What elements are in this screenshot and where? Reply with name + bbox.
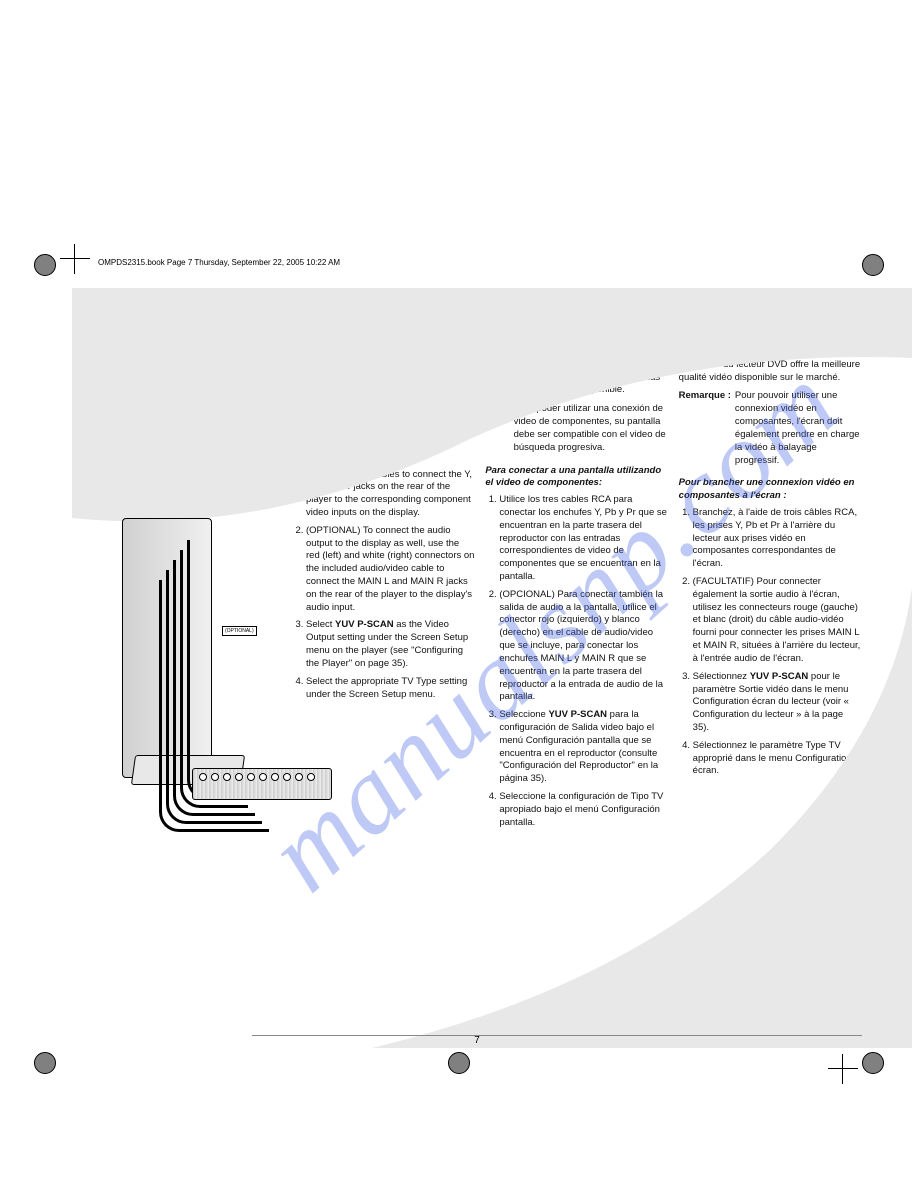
crop-mark-icon	[862, 254, 884, 276]
doc-header-meta: OMPDS2315.book Page 7 Thursday, Septembe…	[98, 258, 340, 267]
subhead-es: Para conectar a una pantalla utilizando …	[485, 465, 668, 491]
note-es: Nota: Para poder utilizar una conexión d…	[485, 403, 668, 454]
col-title-en: Connecting to a Display Using Component …	[292, 311, 475, 342]
step-fr-2: (FACULTATIF) Pour connecter également la…	[693, 576, 862, 666]
crop-cross-icon	[60, 244, 90, 274]
step-es-2: (OPCIONAL) Para conectar también la sali…	[499, 589, 668, 704]
breadcrumb: Connecting to Other Devices • Conexión a…	[72, 288, 882, 303]
page-divider	[252, 1035, 862, 1036]
note-body-es: Para poder utilizar una conexión de vide…	[514, 403, 669, 454]
note-label-es: Nota:	[485, 403, 509, 454]
note-fr: Remarque : Pour pouvoir utiliser une con…	[679, 390, 862, 467]
col-title-fr: Connexion à un écran avec vidéo en compo…	[679, 311, 862, 342]
note-body-fr: Pour pouvoir utiliser une connexion vidé…	[735, 390, 862, 467]
page-content: Connecting to Other Devices • Conexión a…	[72, 288, 882, 1058]
step-fr-1: Branchez, à l'aide de trois câbles RCA, …	[693, 507, 862, 571]
dvd-player-icon	[192, 768, 332, 800]
page-number: 7	[474, 1035, 480, 1046]
col-intro-en: The progressive scan component video out…	[292, 346, 475, 384]
connection-illustration: (OPTIONAL)	[122, 518, 337, 858]
crop-cross-icon	[828, 1054, 858, 1084]
col-title-es: Conexión a una pantalla con video de com…	[485, 311, 668, 342]
step-en-1: Use three RCA cables to connect the Y, P…	[306, 469, 475, 520]
optional-label: (OPTIONAL)	[222, 626, 257, 636]
note-body-en: To be able to use a component video conn…	[320, 390, 475, 428]
crop-mark-icon	[34, 1052, 56, 1074]
step-es-3: Seleccione YUV P-SCAN para la configurac…	[499, 709, 668, 786]
subhead-en: To connect to a display using component …	[292, 439, 475, 465]
steps-es: Utilice los tres cables RCA para conecta…	[485, 494, 668, 829]
subhead-fr: Pour brancher une connexion vidéo en com…	[679, 477, 862, 503]
crop-mark-icon	[34, 254, 56, 276]
note-label-fr: Remarque :	[679, 390, 731, 467]
col-es: Conexión a una pantalla con video de com…	[485, 311, 668, 834]
step-es-1: Utilice los tres cables RCA para conecta…	[499, 494, 668, 584]
step-fr-4: Sélectionnez le paramètre Type TV approp…	[693, 740, 862, 778]
step-es-4: Seleccione la configuración de Tipo TV a…	[499, 791, 668, 829]
note-label-en: Note:	[292, 390, 316, 428]
step-fr-3: Sélectionnez YUV P-SCAN pour le paramètr…	[693, 671, 862, 735]
steps-fr: Branchez, à l'aide de trois câbles RCA, …	[679, 507, 862, 778]
col-intro-fr: La sortie vidéo en composantes à balayag…	[679, 346, 862, 384]
col-intro-es: La salida de video de componentes de bús…	[485, 346, 668, 397]
note-en: Note: To be able to use a component vide…	[292, 390, 475, 428]
page: OMPDS2315.book Page 7 Thursday, Septembe…	[0, 0, 918, 1188]
col-fr: Connexion à un écran avec vidéo en compo…	[679, 311, 862, 834]
